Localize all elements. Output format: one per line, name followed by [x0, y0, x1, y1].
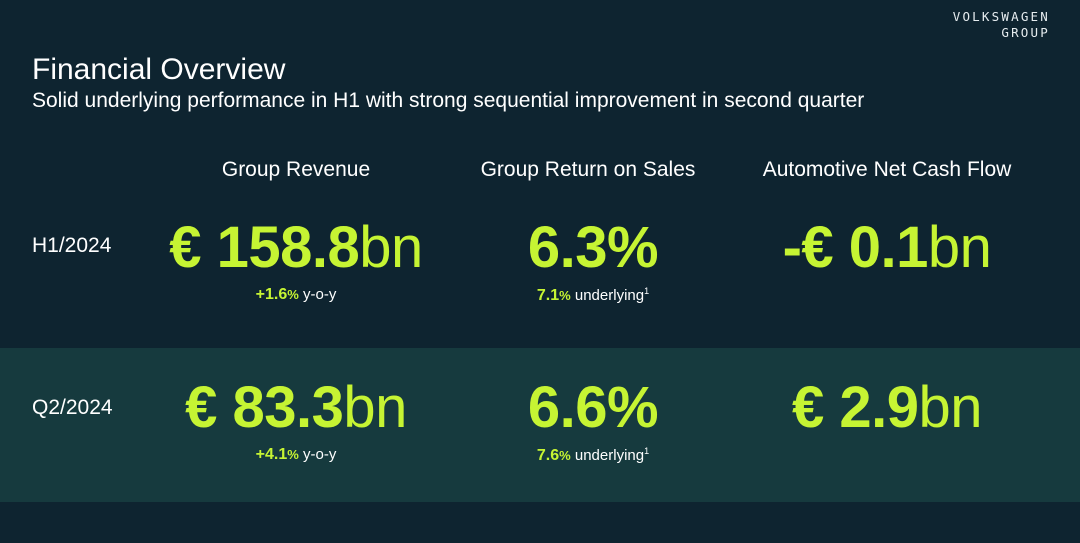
footnote-marker: 1	[644, 286, 650, 296]
row-label-h1: H1/2024	[32, 234, 112, 257]
q2-ros-value: 6.6%	[527, 375, 659, 440]
column-header-return-on-sales: Group Return on Sales	[480, 158, 696, 181]
column-header-group-revenue: Group Revenue	[221, 158, 371, 181]
logo-line-1: VOLKSWAGEN	[952, 9, 1050, 24]
q2-net-cash-flow: € 2.9bn	[727, 376, 1047, 440]
q2-group-revenue: € 83.3bn +4.1% y-o-y	[136, 376, 456, 464]
h1-group-revenue: € 158.8bn +1.6% y-o-y	[136, 216, 456, 304]
h1-cashflow-value: -€ 0.1bn	[782, 215, 992, 280]
h1-return-on-sales: 6.3% 7.1% underlying1	[433, 216, 753, 305]
q2-row-band	[0, 348, 1080, 502]
h1-revenue-change: +1.6% y-o-y	[255, 286, 337, 303]
h1-ros-underlying: 7.1% underlying1	[536, 286, 650, 304]
row-label-q2: Q2/2024	[32, 396, 113, 419]
h1-net-cash-flow: -€ 0.1bn	[727, 216, 1047, 280]
footnote-marker: 1	[644, 446, 650, 456]
h1-ros-value: 6.3%	[527, 215, 659, 280]
q2-revenue-change: +4.1% y-o-y	[255, 446, 337, 463]
column-header-net-cash-flow: Automotive Net Cash Flow	[762, 158, 1012, 181]
h1-revenue-value: € 158.8bn	[169, 215, 423, 280]
vw-group-logo: VOLKSWAGEN GROUP	[953, 9, 1050, 41]
page-title: Financial Overview	[32, 53, 286, 86]
page-subtitle: Solid underlying performance in H1 with …	[32, 89, 865, 112]
q2-return-on-sales: 6.6% 7.6% underlying1	[433, 376, 753, 465]
logo-line-2: GROUP	[1001, 25, 1050, 40]
q2-ros-underlying: 7.6% underlying1	[536, 446, 650, 464]
q2-revenue-value: € 83.3bn	[185, 375, 407, 440]
q2-cashflow-value: € 2.9bn	[791, 375, 983, 440]
